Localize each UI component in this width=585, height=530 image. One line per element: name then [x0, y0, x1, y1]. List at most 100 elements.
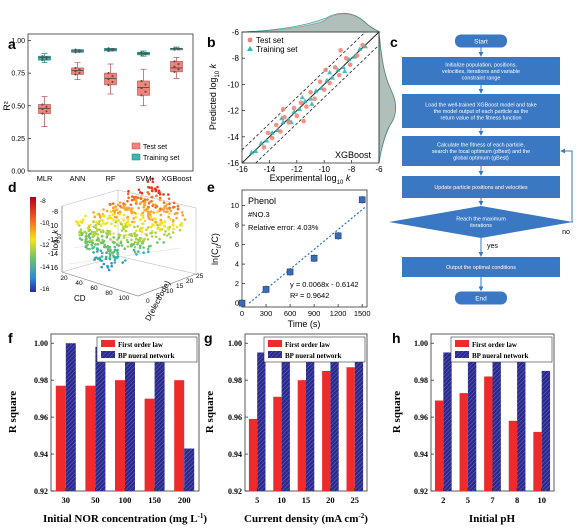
point-3d	[134, 195, 138, 199]
point-3d	[114, 205, 117, 208]
point-3d	[92, 225, 96, 229]
box-point	[173, 60, 176, 63]
test-point	[308, 89, 313, 95]
step-label-line: the model output of each particle as the	[434, 109, 528, 115]
x-tick-label: -6	[375, 165, 383, 174]
point-3d	[94, 226, 98, 229]
point-3d	[151, 218, 154, 221]
point-3d	[167, 228, 171, 231]
point-3d	[108, 232, 112, 236]
bar-bp-network	[65, 343, 76, 491]
point-3d	[114, 256, 117, 259]
box-point	[41, 112, 44, 115]
test-point	[261, 144, 267, 150]
point-3d	[134, 237, 138, 241]
point-3d	[154, 231, 157, 235]
point-3d	[102, 262, 106, 266]
point-3d	[165, 207, 169, 210]
point-3d	[171, 206, 175, 209]
point-3d	[137, 188, 141, 192]
step-label: Start	[474, 38, 488, 45]
point-3d	[156, 224, 159, 227]
point-3d	[154, 235, 158, 239]
point-3d	[154, 206, 157, 209]
legend-marker-test	[247, 37, 253, 43]
point-3d	[130, 234, 134, 238]
bars	[55, 343, 195, 491]
point-3d	[162, 210, 166, 213]
legend-marker-training	[247, 46, 253, 51]
legend-label-bp: BP nueral network	[118, 352, 174, 360]
point-3d	[116, 256, 119, 259]
point-3d	[152, 211, 155, 214]
box-training-ANN	[71, 48, 84, 54]
point-3d	[137, 238, 140, 242]
point-3d	[116, 203, 120, 207]
point-3d	[85, 234, 88, 238]
point-3d	[119, 241, 122, 245]
point-3d	[116, 248, 119, 252]
point-3d	[88, 236, 92, 240]
point-3d	[122, 213, 126, 217]
point-3d	[146, 180, 150, 183]
point-3d	[125, 207, 129, 210]
z-tick-label: -14	[48, 251, 58, 258]
legend-swatch-training	[131, 153, 141, 161]
point-3d	[123, 222, 127, 225]
point-3d	[113, 224, 117, 228]
point-3d	[167, 215, 170, 219]
point-3d	[137, 250, 140, 253]
legend-label-first-order: First order law	[472, 341, 518, 349]
z-tick-label: -8	[52, 209, 58, 216]
test-point	[323, 67, 328, 73]
step-label-line: velocities, iterations and variable	[442, 69, 520, 75]
box	[104, 72, 117, 86]
point-3d	[105, 235, 109, 239]
d-tick-label: 5	[156, 293, 160, 300]
test-point	[332, 65, 338, 70]
point-3d	[113, 261, 117, 264]
terminal-box	[455, 291, 507, 305]
point-3d	[151, 177, 154, 181]
floor-front-edges	[61, 271, 197, 297]
point-3d	[126, 199, 129, 203]
point-3d	[150, 235, 154, 238]
training-point	[357, 46, 363, 51]
bar-bp-network	[492, 350, 501, 491]
y-ticks: -16 -14 -12 -10 -8 -6	[227, 28, 245, 168]
point-3d	[87, 233, 91, 236]
point-3d	[162, 207, 166, 210]
data-point	[238, 299, 246, 307]
point-3d	[108, 252, 111, 255]
step-label-line: End	[475, 295, 487, 302]
point-3d	[84, 240, 87, 244]
bar-first-order	[484, 376, 493, 491]
z-tick-label: -16	[48, 265, 58, 272]
point-3d	[133, 211, 136, 215]
point-3d	[106, 245, 110, 248]
bar-bp-network	[541, 370, 551, 491]
point-3d	[117, 219, 121, 222]
point-3d	[146, 238, 150, 241]
step-label: Initialize population, positions, velocit…	[442, 62, 520, 81]
point-3d	[108, 214, 111, 217]
box-point	[45, 110, 48, 113]
point-3d	[78, 231, 81, 234]
y-axis-label: R square	[391, 391, 403, 433]
loop-arrow	[560, 148, 573, 223]
point-3d	[113, 209, 116, 213]
point-3d	[136, 196, 140, 199]
process-box	[402, 176, 560, 198]
point-3d	[141, 222, 145, 225]
y-axis-label: Predicted log10 k	[208, 63, 221, 130]
y-tick-label: 8	[235, 221, 239, 230]
x-tick-label: 100	[119, 495, 132, 505]
point-3d	[147, 216, 150, 219]
training-point	[309, 101, 315, 106]
point-3d	[101, 219, 105, 222]
point-3d	[102, 214, 105, 217]
point-3d	[162, 224, 166, 228]
point-3d	[154, 217, 157, 221]
point-3d	[164, 210, 168, 214]
x-tick-label: 900	[308, 309, 321, 318]
